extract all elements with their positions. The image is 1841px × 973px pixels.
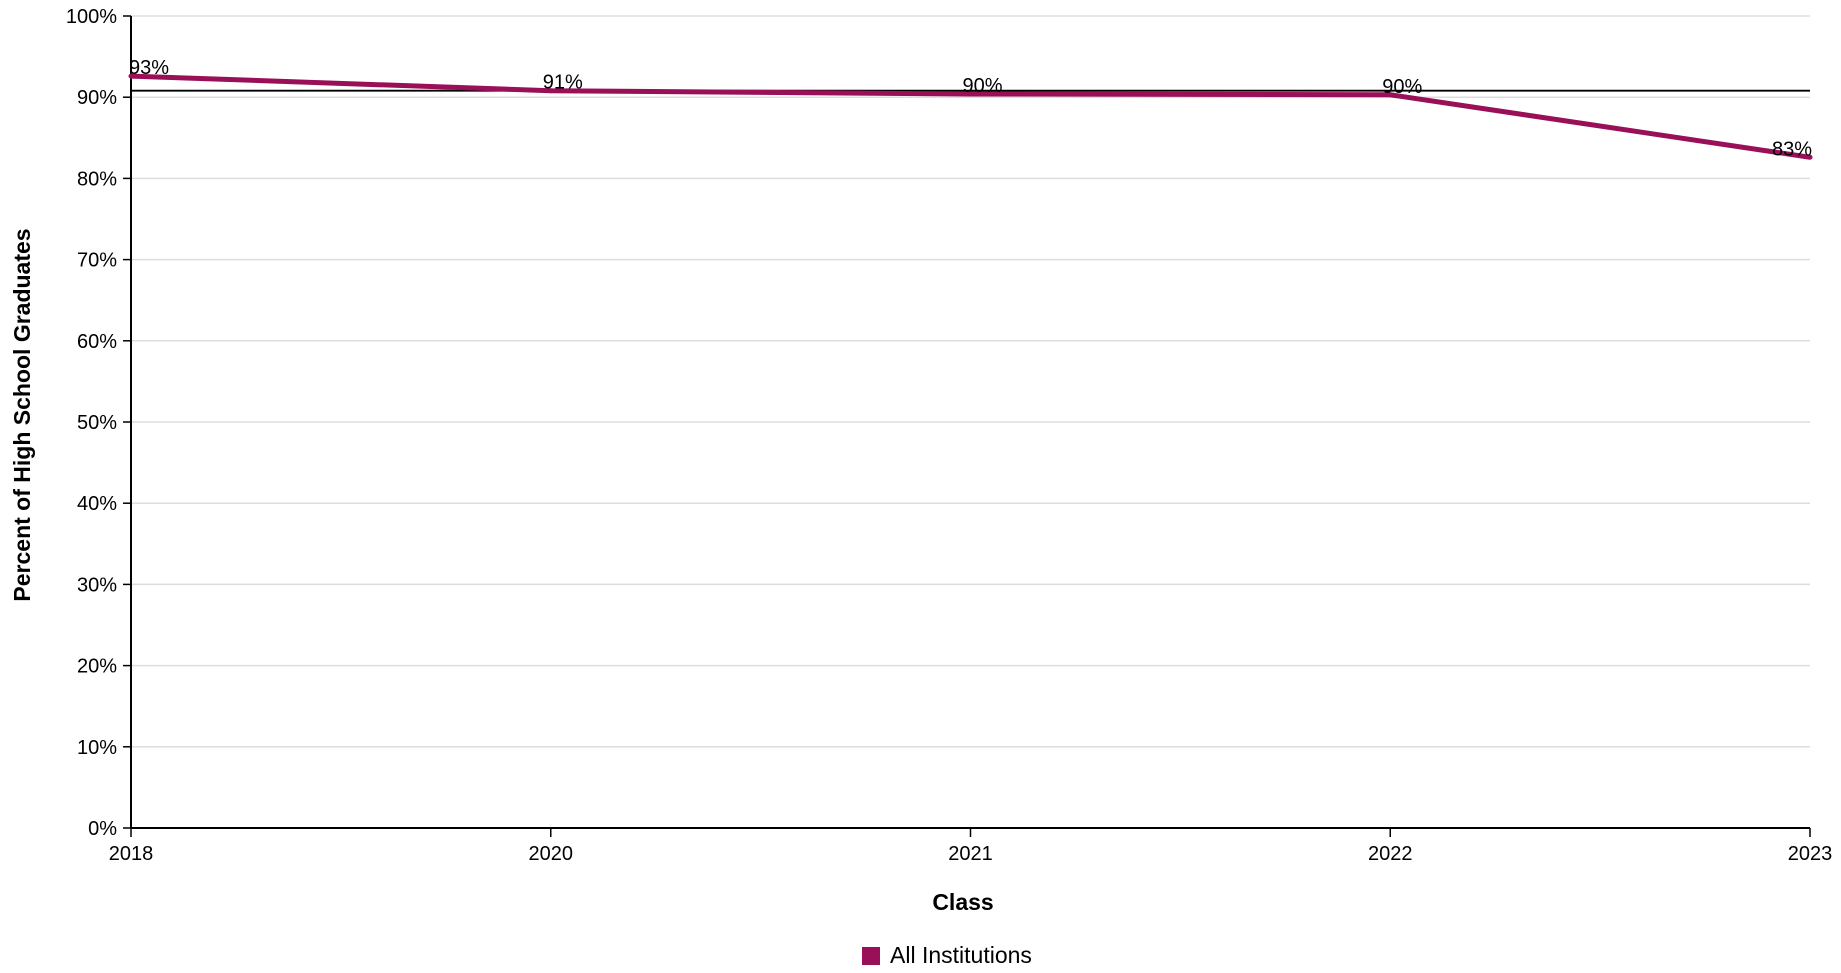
data-point <box>1387 92 1393 98</box>
y-tick-label: 80% <box>77 168 117 190</box>
y-tick-label: 70% <box>77 250 117 272</box>
data-label: 90% <box>1382 76 1422 98</box>
grid-lines <box>131 15 1810 748</box>
data-point <box>548 88 554 94</box>
y-tick-label: 100% <box>66 6 117 28</box>
y-axis-title: Percent of High School Graduates <box>9 228 35 601</box>
data-point <box>968 91 973 97</box>
legend-label: All Institutions <box>890 942 1032 968</box>
y-tick-label: 20% <box>77 656 117 678</box>
data-point <box>1807 154 1813 160</box>
x-tick-label: 2022 <box>1368 843 1413 865</box>
y-tick-label: 10% <box>77 737 117 759</box>
y-tick-label: 30% <box>77 574 117 596</box>
data-labels: 93% 91% 90% 90% 83% <box>129 57 1812 160</box>
y-tick-label: 40% <box>77 493 117 515</box>
data-label: 83% <box>1772 138 1812 160</box>
legend-swatch <box>862 947 880 965</box>
y-tick-label: 90% <box>77 87 117 109</box>
y-tick-label: 50% <box>77 412 117 434</box>
x-tick-label: 2018 <box>109 843 154 865</box>
data-label: 91% <box>543 72 583 94</box>
data-label: 93% <box>129 57 169 79</box>
data-label: 90% <box>962 75 1002 97</box>
data-point <box>128 73 134 79</box>
x-tick-label: 2020 <box>529 843 574 865</box>
legend: All Institutions <box>862 942 1032 968</box>
x-axis-title: Class <box>932 889 993 915</box>
x-tick-label: 2021 <box>948 843 993 865</box>
axes: 0% 10% 20% 30% 40% 50% 60% 70% 80% 90% 100% 2018 202… <box>66 6 1832 865</box>
x-tick-label: 2023 <box>1788 843 1833 865</box>
y-tick-label: 0% <box>88 818 117 840</box>
y-tick-label: 60% <box>77 331 117 353</box>
series-layer <box>128 73 1813 160</box>
